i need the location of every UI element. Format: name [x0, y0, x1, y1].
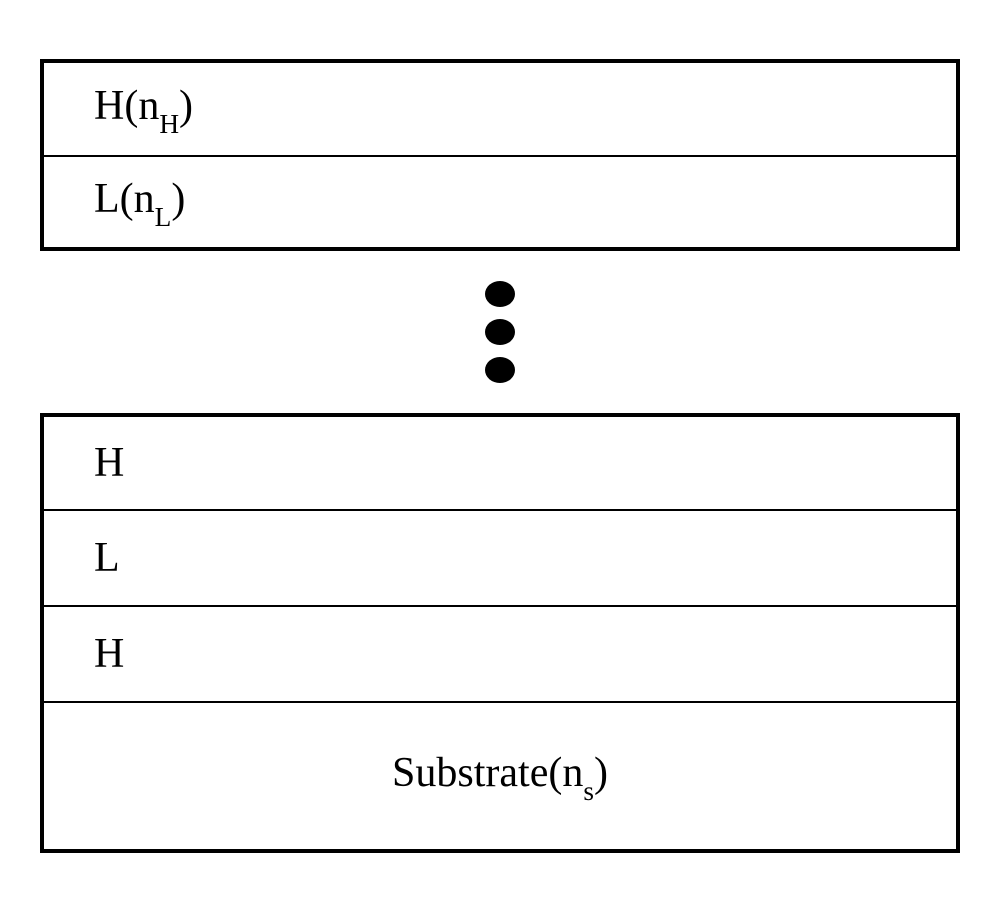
dot-icon	[485, 319, 515, 345]
layer-l-top-label: L(nL)	[94, 175, 185, 228]
layer-l-bottom-label: L	[94, 534, 120, 582]
layer-h-top: H(nH)	[40, 59, 960, 155]
ellipsis-dots	[485, 251, 515, 413]
layer-h-bottom-1-label: H	[94, 439, 124, 487]
layer-h-top-label: H(nH)	[94, 82, 193, 135]
layer-stack-diagram: H(nH) L(nL) H L H Substrate(ns)	[40, 59, 960, 853]
layer-h-bottom-2-label: H	[94, 630, 124, 678]
layer-h-bottom-2: H	[40, 605, 960, 701]
dot-icon	[485, 357, 515, 383]
dot-icon	[485, 281, 515, 307]
layer-substrate-label: Substrate(ns)	[392, 749, 608, 802]
layer-h-bottom-1: H	[40, 413, 960, 509]
layer-l-bottom: L	[40, 509, 960, 605]
layer-substrate: Substrate(ns)	[40, 701, 960, 853]
layer-l-top: L(nL)	[40, 155, 960, 251]
